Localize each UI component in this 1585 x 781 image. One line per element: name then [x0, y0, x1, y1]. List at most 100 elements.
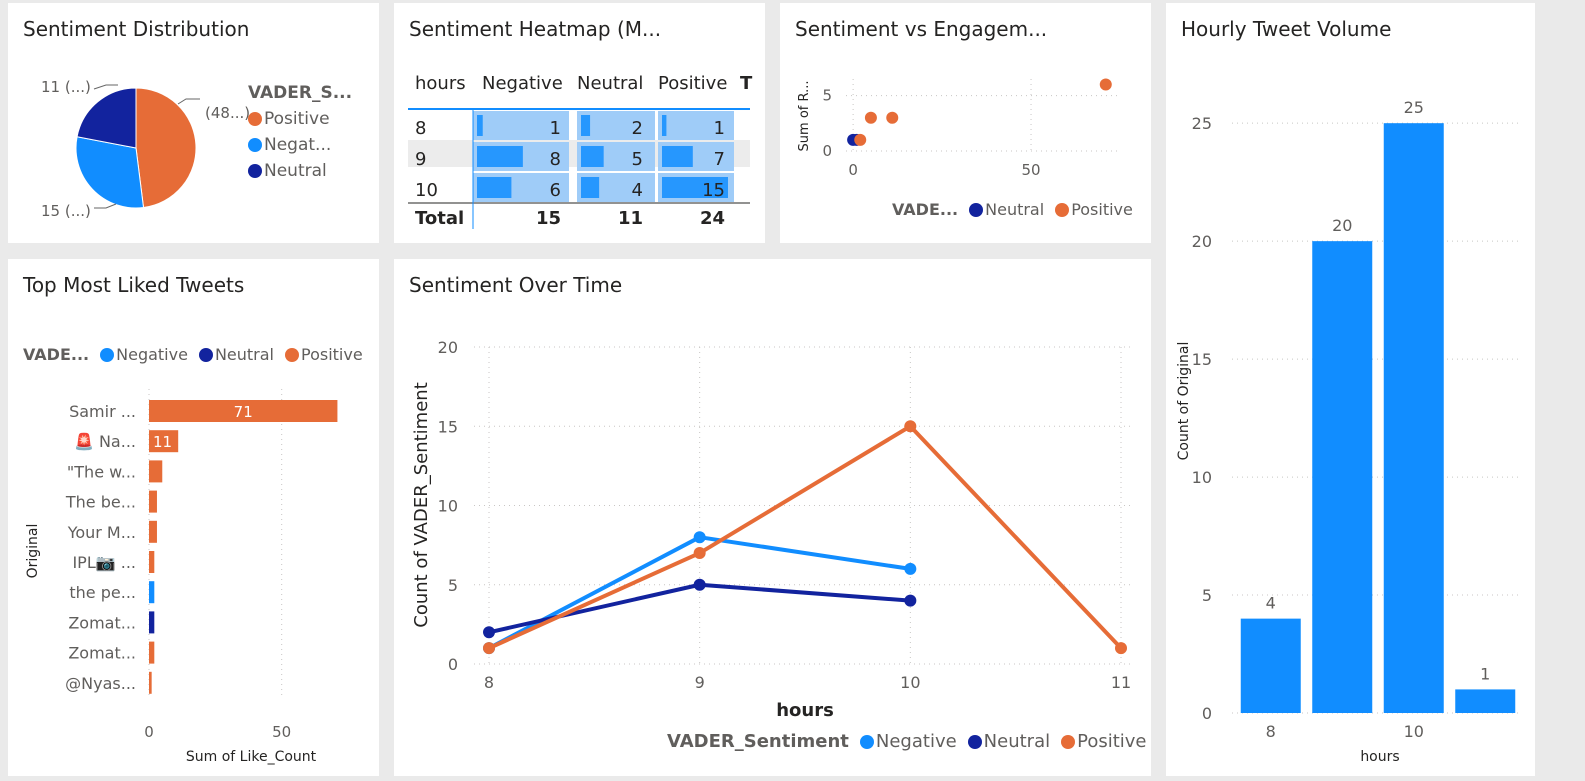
- heatmap-databar: [477, 146, 523, 167]
- sentiment-over-time-card[interactable]: Sentiment Over Time 0 5 10 15 20 8 9 10 11 hours C…: [394, 259, 1151, 776]
- hourly-bar-chart[interactable]: 0 5 10 15 20 25 4 8 20 25 10 1 hours Count of Origina…: [1166, 3, 1535, 776]
- positive-dot-icon: [1061, 734, 1076, 749]
- line-point-negative[interactable]: [904, 562, 917, 575]
- liked-bar[interactable]: [149, 641, 155, 664]
- line-ytick: 0: [448, 655, 458, 674]
- heatmap-databar: [581, 115, 591, 136]
- line-ytick: 5: [448, 576, 458, 595]
- pie-label-positive: (48...): [205, 104, 250, 122]
- hourly-bar-10[interactable]: [1383, 123, 1444, 714]
- top-liked-card[interactable]: Top Most Liked Tweets VADE... Negative N…: [8, 259, 379, 776]
- pie-label-negative: 15 (...): [41, 202, 91, 220]
- legend-positive[interactable]: Positive: [285, 345, 363, 364]
- heatmap-cell-negative: 6: [550, 180, 561, 201]
- line-point-negative[interactable]: [693, 531, 706, 544]
- liked-category-label: Your M...: [67, 523, 136, 542]
- liked-category-label: The be...: [65, 493, 136, 512]
- line-point-positive[interactable]: [1115, 642, 1127, 655]
- liked-category-label: @Nyas...: [65, 674, 136, 693]
- heatmap-total-neutral: 11: [618, 208, 643, 229]
- negative-dot-icon: [859, 734, 874, 749]
- hourly-ytick: 10: [1192, 468, 1212, 487]
- pie-legend-neutral[interactable]: Neutral: [248, 161, 352, 181]
- hourly-ytick: 5: [1202, 586, 1212, 605]
- liked-bar[interactable]: [149, 490, 157, 513]
- liked-bar[interactable]: [149, 671, 152, 694]
- liked-bar[interactable]: [149, 430, 179, 453]
- scatter-point-positive[interactable]: [886, 111, 899, 124]
- heatmap-total-positive: 24: [700, 208, 725, 229]
- heatmap-databar: [477, 115, 483, 136]
- line-chart[interactable]: 0 5 10 15 20 8 9 10 11 hours Count of VADER_Sentim…: [394, 259, 1151, 776]
- liked-bar[interactable]: [149, 460, 163, 483]
- pie-legend-positive[interactable]: Positive: [248, 109, 352, 129]
- liked-legend: VADE... Negative Neutral Positive: [23, 345, 369, 364]
- legend-neutral[interactable]: Neutral: [198, 345, 274, 364]
- line-point-neutral[interactable]: [483, 626, 495, 639]
- scatter-point-positive[interactable]: [864, 111, 877, 124]
- liked-category-label: Samir ...: [69, 402, 136, 421]
- heatmap-cell-negative: 1: [550, 118, 561, 139]
- liked-category-label: IPL📷 ...: [72, 553, 136, 572]
- liked-bar[interactable]: [149, 520, 157, 543]
- liked-category-label: 🚨 Na...: [74, 432, 136, 451]
- heatmap-databar: [477, 177, 512, 198]
- pie-slice-positive[interactable]: [135, 87, 197, 209]
- hourly-bar-11[interactable]: [1455, 689, 1516, 713]
- heatmap-header-3: Positive: [658, 73, 727, 94]
- liked-bar-chart[interactable]: 0 50 Sum of Like_Count Original Samir ... 71 🚨…: [8, 259, 379, 776]
- neutral-dot-icon: [967, 734, 982, 749]
- heatmap-databar: [662, 177, 728, 198]
- legend-positive[interactable]: Positive: [1061, 731, 1147, 752]
- legend-positive[interactable]: Positive: [1055, 200, 1133, 219]
- hourly-xtick: 10: [1404, 722, 1424, 741]
- pie-chart[interactable]: (48...) 11 (...) 15 (...): [8, 3, 379, 243]
- heatmap-header-4: T: [740, 73, 753, 94]
- line-point-neutral[interactable]: [693, 578, 706, 591]
- liked-data-label: 71: [234, 403, 253, 421]
- hourly-volume-card[interactable]: Hourly Tweet Volume 0 5 10 15 20 25 4 8 20 25 10 1 h…: [1166, 3, 1535, 776]
- heatmap-cell-positive: 1: [714, 118, 725, 139]
- sentiment-distribution-card[interactable]: Sentiment Distribution (48...) 11 (...) 15…: [8, 3, 379, 243]
- legend-neutral[interactable]: Neutral: [967, 731, 1050, 752]
- sentiment-engagement-card[interactable]: Sentiment vs Engagem... 0 5 0 50 Sum of R...…: [780, 3, 1151, 243]
- line-point-positive[interactable]: [483, 642, 495, 655]
- liked-bar[interactable]: [149, 581, 155, 604]
- legend-neutral[interactable]: Neutral: [969, 200, 1044, 219]
- legend-negative[interactable]: Negative: [859, 731, 957, 752]
- heatmap-header-2: Neutral: [577, 73, 643, 94]
- hourly-bar-9[interactable]: [1312, 241, 1373, 714]
- positive-dot-icon: [285, 347, 299, 362]
- hourly-ytick: 25: [1192, 114, 1212, 133]
- liked-bar[interactable]: [149, 611, 155, 634]
- liked-bar[interactable]: [149, 400, 338, 422]
- heatmap-cell-negative: 8: [550, 149, 561, 170]
- heatmap-cell-bg: [658, 111, 734, 140]
- pie-legend-negative[interactable]: Negat...: [248, 135, 352, 155]
- heatmap-cell-neutral: 5: [632, 149, 643, 170]
- scatter-point-positive[interactable]: [1099, 78, 1112, 91]
- card-title: Sentiment Over Time: [409, 273, 623, 297]
- line-point-positive[interactable]: [904, 420, 917, 433]
- pie-slice-neutral[interactable]: [76, 87, 137, 149]
- overtime-legend: VADER_Sentiment Negative Neutral Positiv…: [667, 731, 1151, 752]
- hourly-data-label: 25: [1404, 98, 1424, 117]
- pie-slice-negative[interactable]: [75, 136, 145, 209]
- hourly-bar-8[interactable]: [1240, 618, 1301, 713]
- line-series-positive: [488, 424, 1123, 650]
- liked-bar[interactable]: [149, 551, 155, 573]
- neutral-dot-icon: [248, 164, 262, 178]
- heatmap-table[interactable]: hours Negative Neutral Positive T 8 1 2 1 9 8 5 7 10 6…: [394, 3, 765, 243]
- pie-leader-negative: [94, 203, 117, 209]
- hourly-ytick: 0: [1202, 704, 1212, 723]
- line-point-neutral[interactable]: [904, 594, 917, 607]
- scatter-point-positive[interactable]: [854, 133, 867, 146]
- legend-negative[interactable]: Negative: [100, 345, 188, 364]
- scatter-ytick: 5: [822, 87, 832, 105]
- sentiment-heatmap-card[interactable]: Sentiment Heatmap (M... hours Negative Neu…: [394, 3, 765, 243]
- liked-xtick: 0: [144, 723, 154, 741]
- hourly-data-label: 1: [1480, 664, 1490, 683]
- heatmap-cell-neutral: 2: [632, 118, 643, 139]
- line-point-positive[interactable]: [693, 547, 706, 560]
